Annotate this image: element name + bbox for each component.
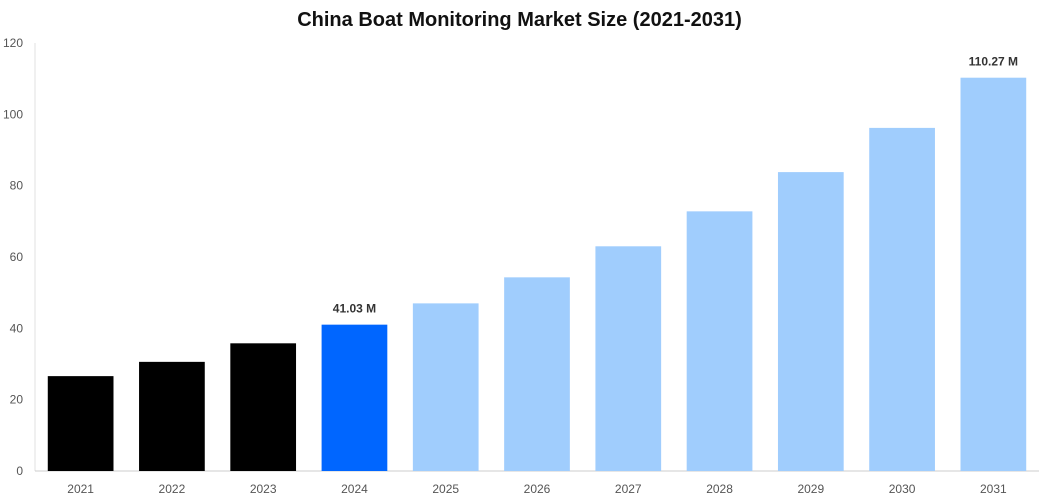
x-tick-label: 2023 [250, 482, 277, 496]
bar-2022 [139, 361, 205, 471]
data-label-2031: 110.27 M [969, 55, 1018, 69]
x-tick-label: 2028 [706, 482, 733, 496]
bar-2024 [321, 324, 388, 471]
y-tick-label: 120 [3, 36, 23, 50]
bar-2025 [412, 303, 479, 471]
bar-2026 [504, 277, 570, 471]
x-tick-label: 2026 [524, 482, 551, 496]
x-tick-label: 2024 [341, 482, 368, 496]
y-tick-label: 20 [10, 393, 24, 407]
bar-2028 [686, 211, 753, 471]
x-tick-label: 2029 [797, 482, 824, 496]
y-tick-label: 40 [10, 321, 24, 335]
y-tick-label: 0 [16, 464, 23, 478]
data-labels: 41.03 M 110.27 M [333, 55, 1018, 316]
bars [47, 77, 1027, 472]
x-tick-label: 2030 [889, 482, 916, 496]
x-axis: 2021 2022 2023 2024 2025 2026 2027 2028 2029 2030… [35, 470, 1039, 496]
y-tick-label: 100 [3, 107, 23, 121]
bar-2023 [230, 343, 297, 471]
bar-2031 [960, 77, 1027, 471]
chart-title: China Boat Monitoring Market Size (2021-… [297, 9, 742, 31]
y-tick-label: 60 [10, 250, 24, 264]
bar-2030 [869, 127, 935, 472]
x-tick-label: 2025 [432, 482, 459, 496]
x-tick-label: 2027 [615, 482, 642, 496]
x-tick-label: 2022 [159, 482, 186, 496]
x-tick-label: 2031 [980, 482, 1007, 496]
bar-2029 [777, 172, 844, 471]
x-tick-label: 2021 [67, 482, 94, 496]
y-axis: 0 20 40 60 80 100 120 [3, 36, 36, 478]
y-tick-label: 80 [10, 179, 24, 193]
bar-2027 [595, 246, 662, 471]
data-label-2024: 41.03 M [333, 302, 376, 316]
bar-2021 [47, 376, 114, 471]
